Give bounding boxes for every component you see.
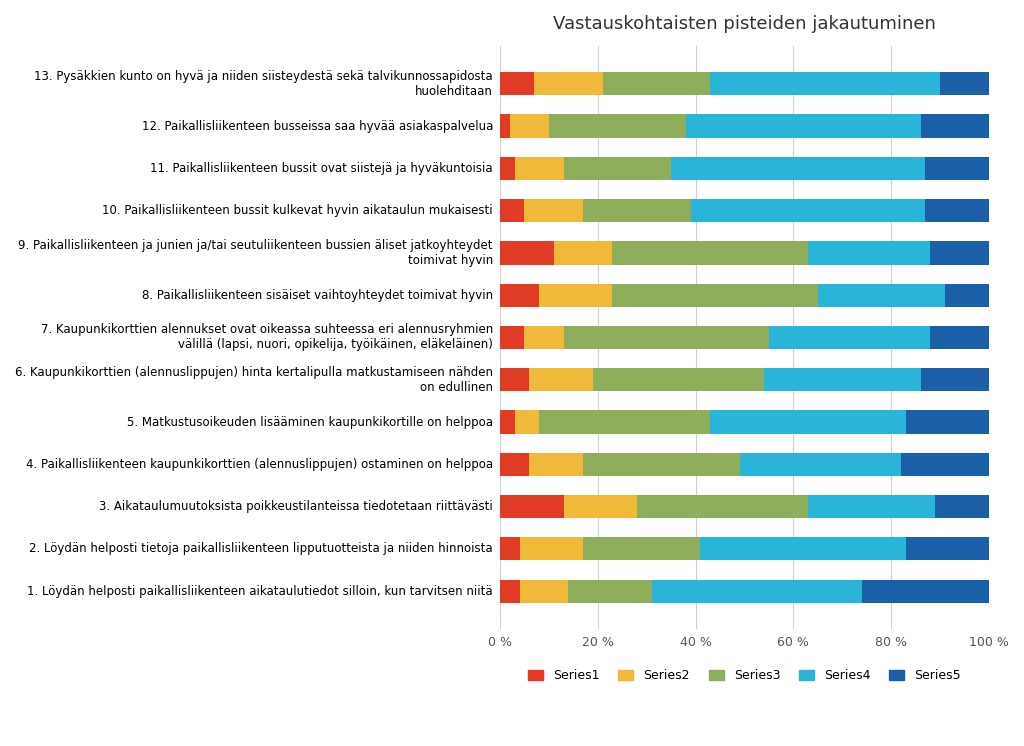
Bar <box>500 72 535 95</box>
Bar <box>945 283 989 307</box>
Bar <box>500 199 524 222</box>
Bar <box>593 368 764 392</box>
Bar <box>906 537 989 560</box>
Bar <box>554 241 612 265</box>
Bar <box>711 72 940 95</box>
Bar <box>691 199 926 222</box>
Bar <box>519 580 568 603</box>
Bar <box>739 453 901 476</box>
Bar <box>535 72 603 95</box>
Bar <box>931 241 989 265</box>
Bar <box>500 157 515 180</box>
Bar <box>500 537 519 560</box>
Bar <box>769 326 931 349</box>
Bar <box>519 537 583 560</box>
Bar <box>651 580 862 603</box>
Bar <box>931 326 989 349</box>
Bar <box>901 453 989 476</box>
Bar <box>921 368 989 392</box>
Bar <box>940 72 989 95</box>
Bar <box>563 326 769 349</box>
Bar <box>583 537 700 560</box>
Bar <box>764 368 921 392</box>
Bar <box>818 283 945 307</box>
Bar <box>524 199 583 222</box>
Bar <box>583 199 691 222</box>
Bar <box>563 157 671 180</box>
Bar <box>529 453 583 476</box>
Bar <box>515 410 539 433</box>
Bar <box>926 199 989 222</box>
Bar <box>500 326 524 349</box>
Bar <box>808 495 935 518</box>
Bar <box>539 410 711 433</box>
Bar <box>808 241 931 265</box>
Bar <box>906 410 989 433</box>
Bar <box>510 114 549 138</box>
Bar <box>686 114 921 138</box>
Bar <box>637 495 808 518</box>
Bar <box>549 114 686 138</box>
Bar <box>671 157 926 180</box>
Bar <box>515 157 563 180</box>
Bar <box>500 283 539 307</box>
Bar <box>500 495 563 518</box>
Bar <box>563 495 637 518</box>
Bar <box>583 453 739 476</box>
Legend: Series1, Series2, Series3, Series4, Series5: Series1, Series2, Series3, Series4, Seri… <box>523 664 966 687</box>
Bar <box>529 368 593 392</box>
Bar <box>539 283 612 307</box>
Bar <box>500 410 515 433</box>
Bar <box>711 410 906 433</box>
Bar <box>500 580 519 603</box>
Bar <box>500 114 510 138</box>
Bar <box>612 283 818 307</box>
Bar <box>921 114 989 138</box>
Bar <box>603 72 711 95</box>
Bar <box>700 537 906 560</box>
Bar <box>524 326 563 349</box>
Bar <box>926 157 989 180</box>
Bar <box>612 241 808 265</box>
Bar <box>500 453 529 476</box>
Bar <box>500 241 554 265</box>
Bar <box>935 495 989 518</box>
Bar <box>568 580 651 603</box>
Title: Vastauskohtaisten pisteiden jakautuminen: Vastauskohtaisten pisteiden jakautuminen <box>553 15 936 33</box>
Bar <box>500 368 529 392</box>
Bar <box>862 580 989 603</box>
